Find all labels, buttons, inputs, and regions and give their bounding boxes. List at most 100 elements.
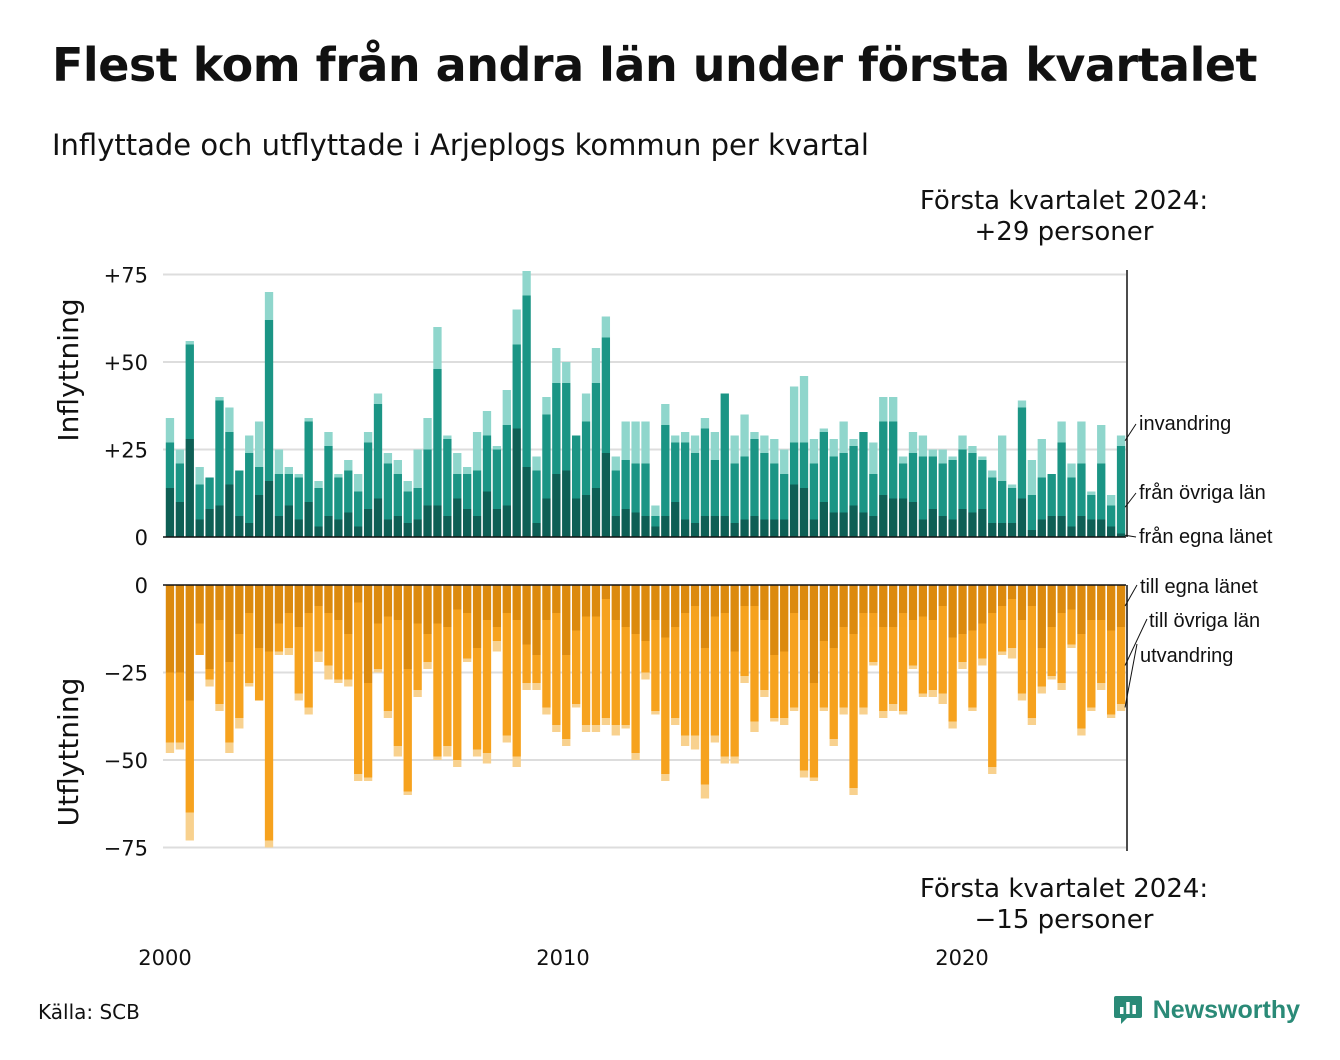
bar-outflow-other-counties bbox=[165, 672, 175, 743]
bar-inflow-own-county bbox=[819, 502, 828, 537]
bar-outflow-own-county bbox=[700, 585, 710, 648]
bar-inflow-other-counties bbox=[383, 463, 393, 520]
bar-outflow-emigration bbox=[235, 718, 244, 729]
bar-outflow-own-county bbox=[552, 585, 561, 613]
bar-outflow-emigration bbox=[1047, 676, 1056, 680]
bar-inflow-own-county bbox=[1116, 533, 1126, 537]
bar-inflow-other-counties bbox=[165, 442, 175, 488]
bar-outflow-emigration bbox=[185, 812, 194, 841]
bar-outflow-other-counties bbox=[482, 620, 492, 753]
legend-leader-line bbox=[1124, 618, 1148, 666]
bar-inflow-own-county bbox=[1106, 526, 1116, 537]
bar-inflow-immigration bbox=[908, 432, 918, 453]
bar-outflow-emigration bbox=[849, 788, 858, 795]
bar-inflow-own-county bbox=[373, 498, 383, 537]
bar-inflow-own-county bbox=[264, 481, 274, 537]
bar-outflow-emigration bbox=[621, 725, 630, 729]
bar-inflow-other-counties bbox=[988, 477, 997, 523]
bar-inflow-own-county bbox=[988, 523, 997, 537]
bar-inflow-other-counties bbox=[324, 446, 333, 516]
bar-inflow-own-county bbox=[294, 519, 303, 537]
bar-outflow-emigration bbox=[472, 749, 482, 757]
bar-outflow-emigration bbox=[562, 739, 571, 746]
bar-outflow-own-county bbox=[492, 585, 502, 627]
bar-inflow-other-counties bbox=[1017, 407, 1027, 499]
bar-outflow-other-counties bbox=[948, 637, 957, 722]
bar-inflow-other-counties bbox=[304, 421, 313, 502]
bar-inflow-other-counties bbox=[294, 477, 303, 520]
bar-outflow-emigration bbox=[948, 721, 957, 729]
bar-inflow-immigration bbox=[700, 418, 710, 429]
bar-outflow-emigration bbox=[423, 662, 432, 669]
bar-outflow-other-counties bbox=[433, 623, 442, 757]
bar-inflow-own-county bbox=[928, 509, 937, 537]
bar-outflow-own-county bbox=[472, 585, 482, 648]
bar-inflow-other-counties bbox=[671, 442, 680, 502]
bar-outflow-other-counties bbox=[225, 662, 234, 743]
bar-outflow-other-counties bbox=[740, 606, 749, 676]
bar-outflow-own-county bbox=[254, 585, 264, 648]
bar-inflow-immigration bbox=[889, 397, 898, 422]
bar-outflow-own-county bbox=[1037, 585, 1046, 648]
bar-inflow-own-county bbox=[304, 502, 313, 537]
bar-inflow-immigration bbox=[839, 421, 848, 453]
bar-outflow-other-counties bbox=[1106, 630, 1116, 715]
bar-inflow-own-county bbox=[581, 495, 591, 537]
bar-outflow-emigration bbox=[958, 662, 967, 669]
bar-outflow-other-counties bbox=[314, 606, 323, 652]
bar-outflow-emigration bbox=[859, 707, 868, 715]
bar-outflow-emigration bbox=[552, 725, 561, 732]
bar-inflow-immigration bbox=[443, 435, 452, 439]
bar-inflow-other-counties bbox=[492, 449, 502, 509]
legend-label-from-own-county: från egna länet bbox=[1139, 526, 1273, 548]
bar-outflow-own-county bbox=[245, 585, 254, 613]
bar-outflow-other-counties bbox=[819, 641, 828, 708]
bar-outflow-own-county bbox=[284, 585, 293, 613]
bar-inflow-other-counties bbox=[730, 463, 739, 523]
bar-outflow-other-counties bbox=[205, 669, 214, 680]
bar-inflow-immigration bbox=[472, 432, 482, 471]
bar-inflow-other-counties bbox=[720, 393, 729, 516]
bar-outflow-other-counties bbox=[968, 630, 977, 708]
bar-outflow-own-county bbox=[354, 585, 363, 603]
bar-inflow-own-county bbox=[780, 519, 789, 537]
bar-outflow-own-county bbox=[968, 585, 977, 631]
bar-outflow-emigration bbox=[1067, 644, 1076, 648]
bar-inflow-own-county bbox=[938, 516, 947, 537]
bar-outflow-own-county bbox=[383, 585, 393, 617]
bar-outflow-emigration bbox=[264, 840, 274, 848]
bar-inflow-other-counties bbox=[1106, 505, 1116, 527]
bar-outflow-emigration bbox=[601, 718, 611, 725]
bar-inflow-other-counties bbox=[849, 446, 858, 506]
y-tick-label-inflow: +25 bbox=[104, 439, 148, 463]
bar-outflow-emigration bbox=[1007, 648, 1017, 659]
bar-inflow-own-county bbox=[740, 519, 749, 537]
bar-inflow-immigration bbox=[274, 449, 284, 474]
bar-outflow-emigration bbox=[710, 735, 720, 743]
bar-outflow-other-counties bbox=[631, 634, 640, 753]
bar-inflow-own-county bbox=[423, 505, 432, 537]
x-tick-label: 2000 bbox=[138, 946, 191, 970]
bar-inflow-immigration bbox=[661, 404, 670, 425]
bar-inflow-own-county bbox=[542, 498, 551, 537]
bar-outflow-own-county bbox=[631, 585, 640, 634]
bar-outflow-own-county bbox=[720, 585, 729, 613]
bar-inflow-own-county bbox=[859, 512, 868, 537]
bar-inflow-own-county bbox=[363, 509, 373, 537]
bar-inflow-other-counties bbox=[1047, 474, 1056, 516]
bar-inflow-other-counties bbox=[562, 383, 571, 471]
bar-inflow-other-counties bbox=[740, 456, 749, 520]
bar-outflow-other-counties bbox=[403, 669, 412, 792]
bar-outflow-own-county bbox=[542, 585, 551, 620]
brand-logo[interactable]: Newsworthy bbox=[1113, 994, 1300, 1026]
bar-outflow-other-counties bbox=[849, 634, 858, 788]
bar-outflow-emigration bbox=[294, 693, 303, 701]
bar-inflow-immigration bbox=[958, 435, 967, 450]
bar-outflow-other-counties bbox=[1077, 634, 1086, 729]
bar-outflow-other-counties bbox=[780, 651, 789, 718]
bar-outflow-other-counties bbox=[581, 616, 591, 725]
bar-outflow-emigration bbox=[324, 665, 333, 680]
bar-inflow-other-counties bbox=[1037, 477, 1046, 520]
bar-inflow-own-county bbox=[1007, 523, 1017, 537]
